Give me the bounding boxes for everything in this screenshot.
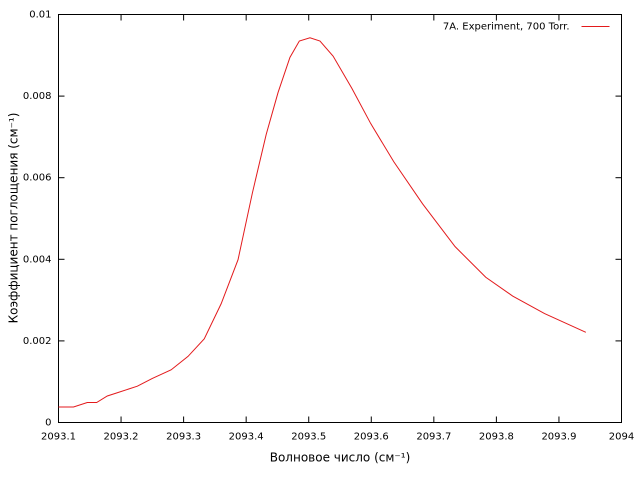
x-tick-label: 2093.4	[229, 432, 264, 443]
x-tick-label: 2093.6	[354, 432, 389, 443]
legend-label: 7A. Experiment, 700 Torr.	[443, 22, 570, 33]
x-tick-label: 2094	[609, 432, 634, 443]
data-line	[58, 37, 587, 408]
x-tick-label: 2093.5	[291, 432, 326, 443]
y-tick-label: 0.004	[23, 254, 52, 265]
x-axis-label: Волновое число (см⁻¹)	[270, 451, 411, 465]
y-tick-label: 0	[45, 418, 51, 429]
x-tick-label: 2093.8	[479, 432, 514, 443]
x-tick-label: 2093.9	[541, 432, 576, 443]
y-tick-label: 0.002	[23, 336, 52, 347]
y-tick-label: 0.01	[29, 10, 51, 21]
y-axis-label: Коэффициент поглощения (см⁻¹)	[7, 113, 21, 324]
y-tick-label: 0.008	[23, 91, 52, 102]
x-tick-label: 2093.2	[104, 432, 139, 443]
x-tick-label: 2093.1	[41, 432, 76, 443]
plot-border	[58, 14, 622, 423]
y-tick-label: 0.006	[23, 173, 52, 184]
x-tick-label: 2093.3	[166, 432, 201, 443]
x-tick-label: 2093.7	[416, 432, 451, 443]
